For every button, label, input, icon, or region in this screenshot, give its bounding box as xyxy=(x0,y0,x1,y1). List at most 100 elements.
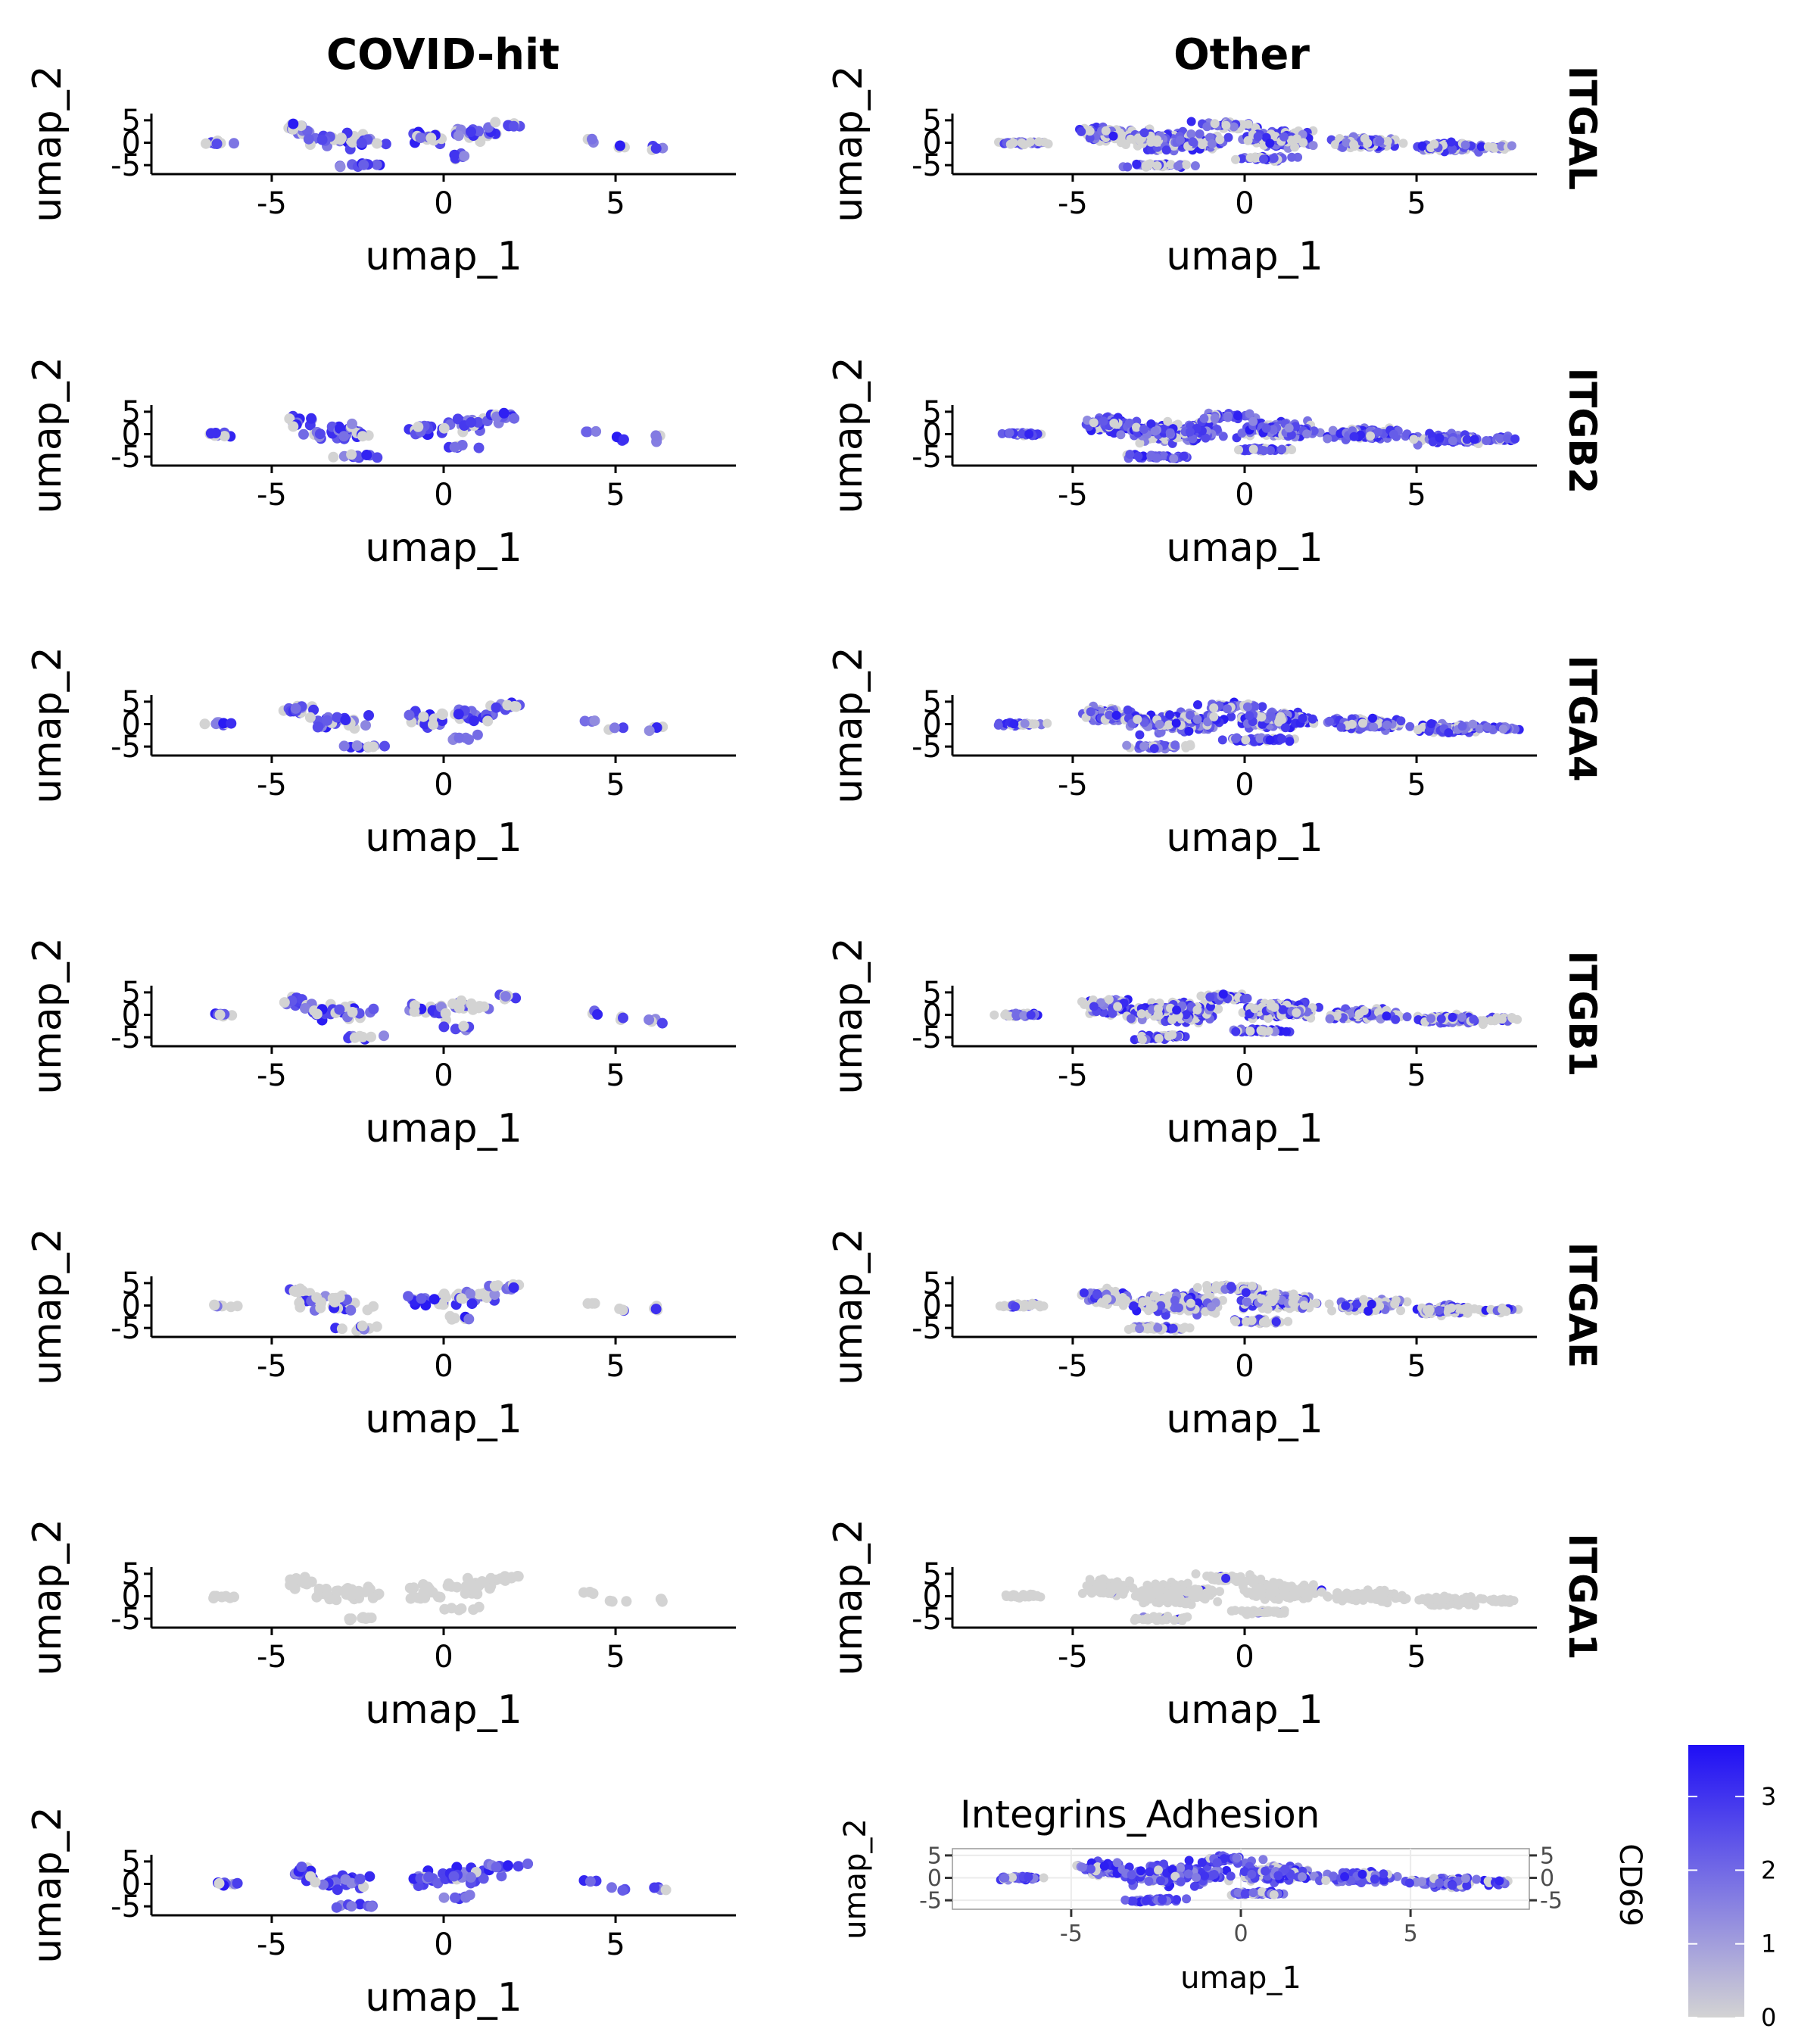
data-point xyxy=(1238,120,1248,129)
data-point xyxy=(1104,995,1114,1005)
data-point xyxy=(1199,413,1209,423)
data-point xyxy=(1149,743,1159,753)
data-point xyxy=(1267,1295,1276,1304)
x-tick-label: 0 xyxy=(434,478,453,513)
data-point xyxy=(360,1613,372,1624)
data-point xyxy=(1498,724,1508,734)
data-point xyxy=(1193,700,1202,709)
x-tick-label: 0 xyxy=(1235,186,1254,221)
data-point xyxy=(311,1008,323,1020)
data-point xyxy=(1288,1298,1298,1307)
data-point xyxy=(1186,117,1196,126)
x-tick-label: -5 xyxy=(257,1640,287,1675)
x-tick-label: 5 xyxy=(606,1349,625,1384)
x-tick-label: -5 xyxy=(257,768,287,802)
x-tick-label: -5 xyxy=(257,186,287,221)
data-point xyxy=(1507,1013,1517,1023)
data-point xyxy=(1278,1005,1288,1014)
y-tick-label: -5 xyxy=(912,730,942,765)
data-point xyxy=(1259,154,1268,164)
data-point xyxy=(1150,426,1160,436)
data-point xyxy=(229,138,239,149)
x-tick-label: 0 xyxy=(434,186,453,221)
data-point xyxy=(1123,705,1133,715)
data-point xyxy=(1129,1301,1139,1310)
data-point xyxy=(1101,126,1111,136)
data-point xyxy=(463,1313,475,1325)
data-point xyxy=(329,1297,341,1308)
data-point xyxy=(328,451,339,463)
data-point xyxy=(458,1020,469,1032)
y-axis-label: umap_2 xyxy=(25,937,70,1095)
data-point xyxy=(1498,1304,1507,1314)
data-point xyxy=(1469,1304,1479,1313)
data-point xyxy=(357,1320,368,1332)
data-point xyxy=(1185,427,1195,437)
data-point xyxy=(1092,1290,1102,1300)
data-point xyxy=(1405,721,1415,731)
y-tick-label: -5 xyxy=(912,148,942,183)
data-point xyxy=(1136,1009,1146,1019)
data-point xyxy=(1209,712,1219,721)
data-point xyxy=(1287,152,1297,162)
y-tick-label: -5 xyxy=(111,730,141,765)
data-point xyxy=(1086,707,1095,717)
data-point xyxy=(1277,734,1287,743)
data-point xyxy=(1279,132,1289,142)
x-tick-label: 5 xyxy=(1407,186,1426,221)
data-point xyxy=(656,1594,667,1605)
data-point xyxy=(1258,702,1267,712)
data-point xyxy=(1434,1305,1444,1315)
data-point xyxy=(419,1587,430,1598)
data-point xyxy=(475,136,486,148)
data-point xyxy=(1510,434,1520,444)
x-axis-label: umap_1 xyxy=(365,815,522,861)
data-point xyxy=(449,441,460,453)
data-point xyxy=(439,1603,450,1615)
data-point xyxy=(1156,1301,1166,1310)
data-point xyxy=(1116,430,1126,440)
data-point xyxy=(1490,1016,1500,1026)
data-point xyxy=(1482,722,1492,732)
data-point xyxy=(440,1008,451,1019)
data-point xyxy=(1245,711,1254,721)
data-point xyxy=(468,715,479,727)
data-point xyxy=(990,1010,999,1020)
data-point xyxy=(313,721,324,733)
data-point xyxy=(1207,1302,1217,1312)
data-point xyxy=(591,425,602,437)
data-point xyxy=(456,1293,467,1304)
data-point xyxy=(1263,1304,1273,1314)
data-point xyxy=(485,1572,497,1584)
data-point xyxy=(290,703,301,714)
data-point xyxy=(340,715,351,725)
data-point xyxy=(509,413,520,424)
data-point xyxy=(1382,136,1392,146)
data-point xyxy=(1311,1298,1321,1308)
data-point xyxy=(1195,129,1205,139)
data-point xyxy=(1221,120,1231,130)
data-point xyxy=(1444,728,1454,737)
data-point xyxy=(474,1001,485,1012)
data-point xyxy=(347,418,357,429)
data-point xyxy=(1277,444,1287,454)
data-point xyxy=(1347,719,1357,729)
data-point xyxy=(1242,993,1252,1003)
data-point xyxy=(1186,129,1196,139)
data-point xyxy=(1113,1002,1123,1011)
x-axis-label: umap_1 xyxy=(1166,1106,1323,1151)
data-point xyxy=(409,1006,420,1017)
data-point xyxy=(460,1588,471,1599)
data-point xyxy=(1205,992,1215,1002)
data-point xyxy=(1265,735,1275,745)
data-point xyxy=(356,137,367,148)
data-point xyxy=(1179,451,1189,461)
data-point xyxy=(1413,725,1423,734)
data-point xyxy=(1188,137,1198,147)
data-point xyxy=(1257,1294,1267,1304)
data-point xyxy=(438,1021,450,1033)
data-point xyxy=(1210,413,1220,423)
data-point xyxy=(1382,720,1392,730)
